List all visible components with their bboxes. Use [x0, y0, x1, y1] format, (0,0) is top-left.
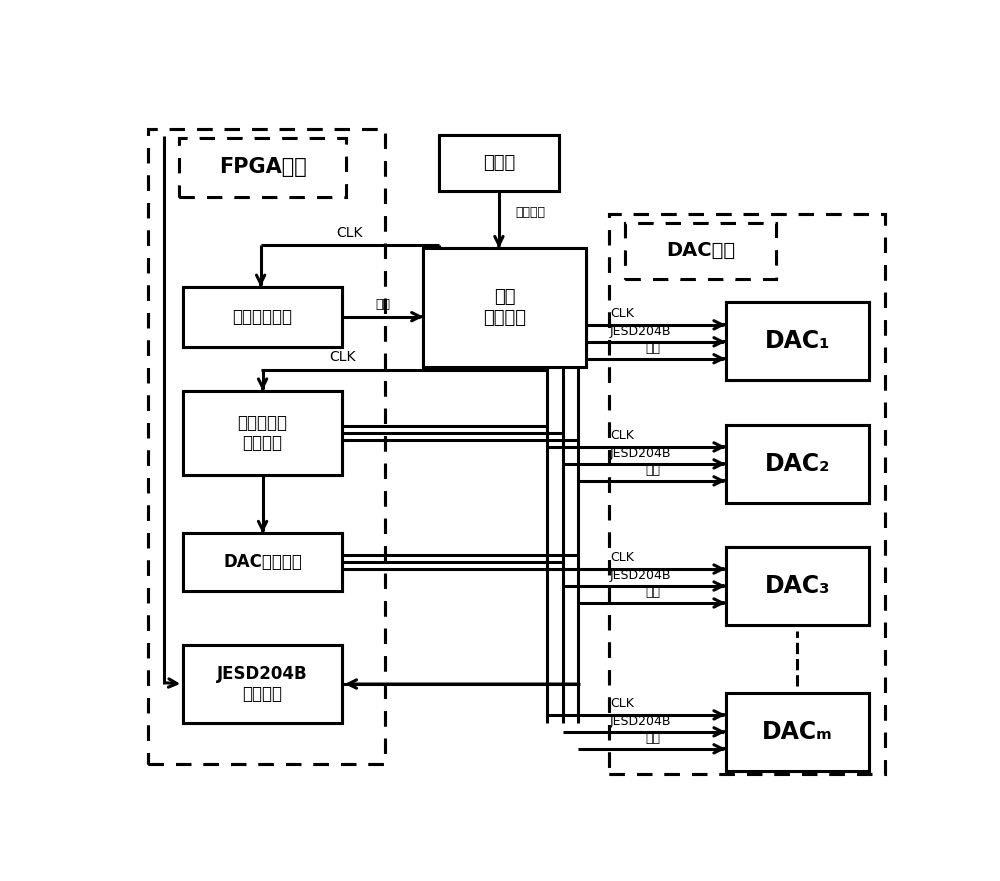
FancyBboxPatch shape — [179, 137, 346, 197]
FancyBboxPatch shape — [183, 533, 342, 591]
Text: 时钟配置模块: 时钟配置模块 — [233, 307, 293, 326]
Text: DAC配置模块: DAC配置模块 — [223, 553, 302, 571]
Text: CLK: CLK — [610, 697, 634, 710]
Text: DAC₃: DAC₃ — [765, 574, 830, 597]
Text: DAC₁: DAC₁ — [765, 329, 830, 353]
Text: 配置: 配置 — [645, 464, 660, 478]
FancyBboxPatch shape — [183, 645, 342, 723]
Text: CLK: CLK — [610, 551, 634, 564]
FancyBboxPatch shape — [726, 425, 869, 502]
Text: 时钟
分配芯片: 时钟 分配芯片 — [483, 288, 526, 327]
Text: 时钟源: 时钟源 — [483, 153, 515, 172]
FancyBboxPatch shape — [726, 302, 869, 381]
Text: JESD204B
配置模块: JESD204B 配置模块 — [217, 664, 308, 703]
Text: JESD204B: JESD204B — [610, 325, 671, 338]
Text: DAC₂: DAC₂ — [765, 452, 830, 476]
Text: 配置: 配置 — [645, 732, 660, 745]
FancyBboxPatch shape — [726, 692, 869, 771]
FancyBboxPatch shape — [183, 390, 342, 476]
FancyBboxPatch shape — [625, 223, 776, 278]
FancyBboxPatch shape — [726, 302, 869, 381]
Text: DAC芯片: DAC芯片 — [666, 241, 735, 261]
Text: 时钟
分配芯片: 时钟 分配芯片 — [483, 288, 526, 327]
Text: DACₘ: DACₘ — [762, 720, 833, 744]
Text: JESD204B: JESD204B — [610, 448, 671, 460]
FancyBboxPatch shape — [183, 287, 342, 346]
Text: 配置: 配置 — [645, 342, 660, 355]
Text: DAC₃: DAC₃ — [765, 574, 830, 597]
FancyBboxPatch shape — [183, 287, 342, 346]
Text: DACₘ: DACₘ — [762, 720, 833, 744]
Text: FPGA芯片: FPGA芯片 — [219, 158, 306, 177]
Text: JESD204B: JESD204B — [610, 715, 671, 729]
Text: DAC₂: DAC₂ — [765, 452, 830, 476]
FancyBboxPatch shape — [726, 546, 869, 625]
Text: CLK: CLK — [329, 350, 355, 364]
Text: DAC₁: DAC₁ — [765, 329, 830, 353]
FancyBboxPatch shape — [726, 692, 869, 771]
Text: 数字信号源
生成模块: 数字信号源 生成模块 — [238, 414, 288, 453]
Text: DAC芯片: DAC芯片 — [666, 241, 735, 261]
FancyBboxPatch shape — [726, 546, 869, 625]
Text: FPGA芯片: FPGA芯片 — [219, 158, 306, 177]
Text: JESD204B: JESD204B — [610, 569, 671, 582]
Text: 配置: 配置 — [375, 298, 390, 311]
Text: CLK: CLK — [610, 307, 634, 320]
Text: 配置: 配置 — [645, 586, 660, 599]
FancyBboxPatch shape — [625, 223, 776, 278]
FancyBboxPatch shape — [183, 533, 342, 591]
FancyBboxPatch shape — [183, 390, 342, 476]
Text: CLK: CLK — [336, 226, 363, 240]
FancyBboxPatch shape — [609, 214, 885, 774]
FancyBboxPatch shape — [439, 135, 559, 190]
FancyBboxPatch shape — [423, 248, 586, 366]
Text: CLK: CLK — [610, 429, 634, 442]
Text: 参考时钟: 参考时钟 — [515, 206, 545, 219]
Text: DAC配置模块: DAC配置模块 — [223, 553, 302, 571]
FancyBboxPatch shape — [726, 425, 869, 502]
FancyBboxPatch shape — [183, 645, 342, 723]
Text: 数字信号源
生成模块: 数字信号源 生成模块 — [238, 414, 288, 453]
Text: 时钟源: 时钟源 — [483, 153, 515, 172]
Text: JESD204B
配置模块: JESD204B 配置模块 — [217, 664, 308, 703]
Text: 时钟配置模块: 时钟配置模块 — [233, 307, 293, 326]
FancyBboxPatch shape — [439, 135, 559, 190]
FancyBboxPatch shape — [179, 137, 346, 197]
FancyBboxPatch shape — [148, 130, 385, 764]
FancyBboxPatch shape — [423, 248, 586, 366]
